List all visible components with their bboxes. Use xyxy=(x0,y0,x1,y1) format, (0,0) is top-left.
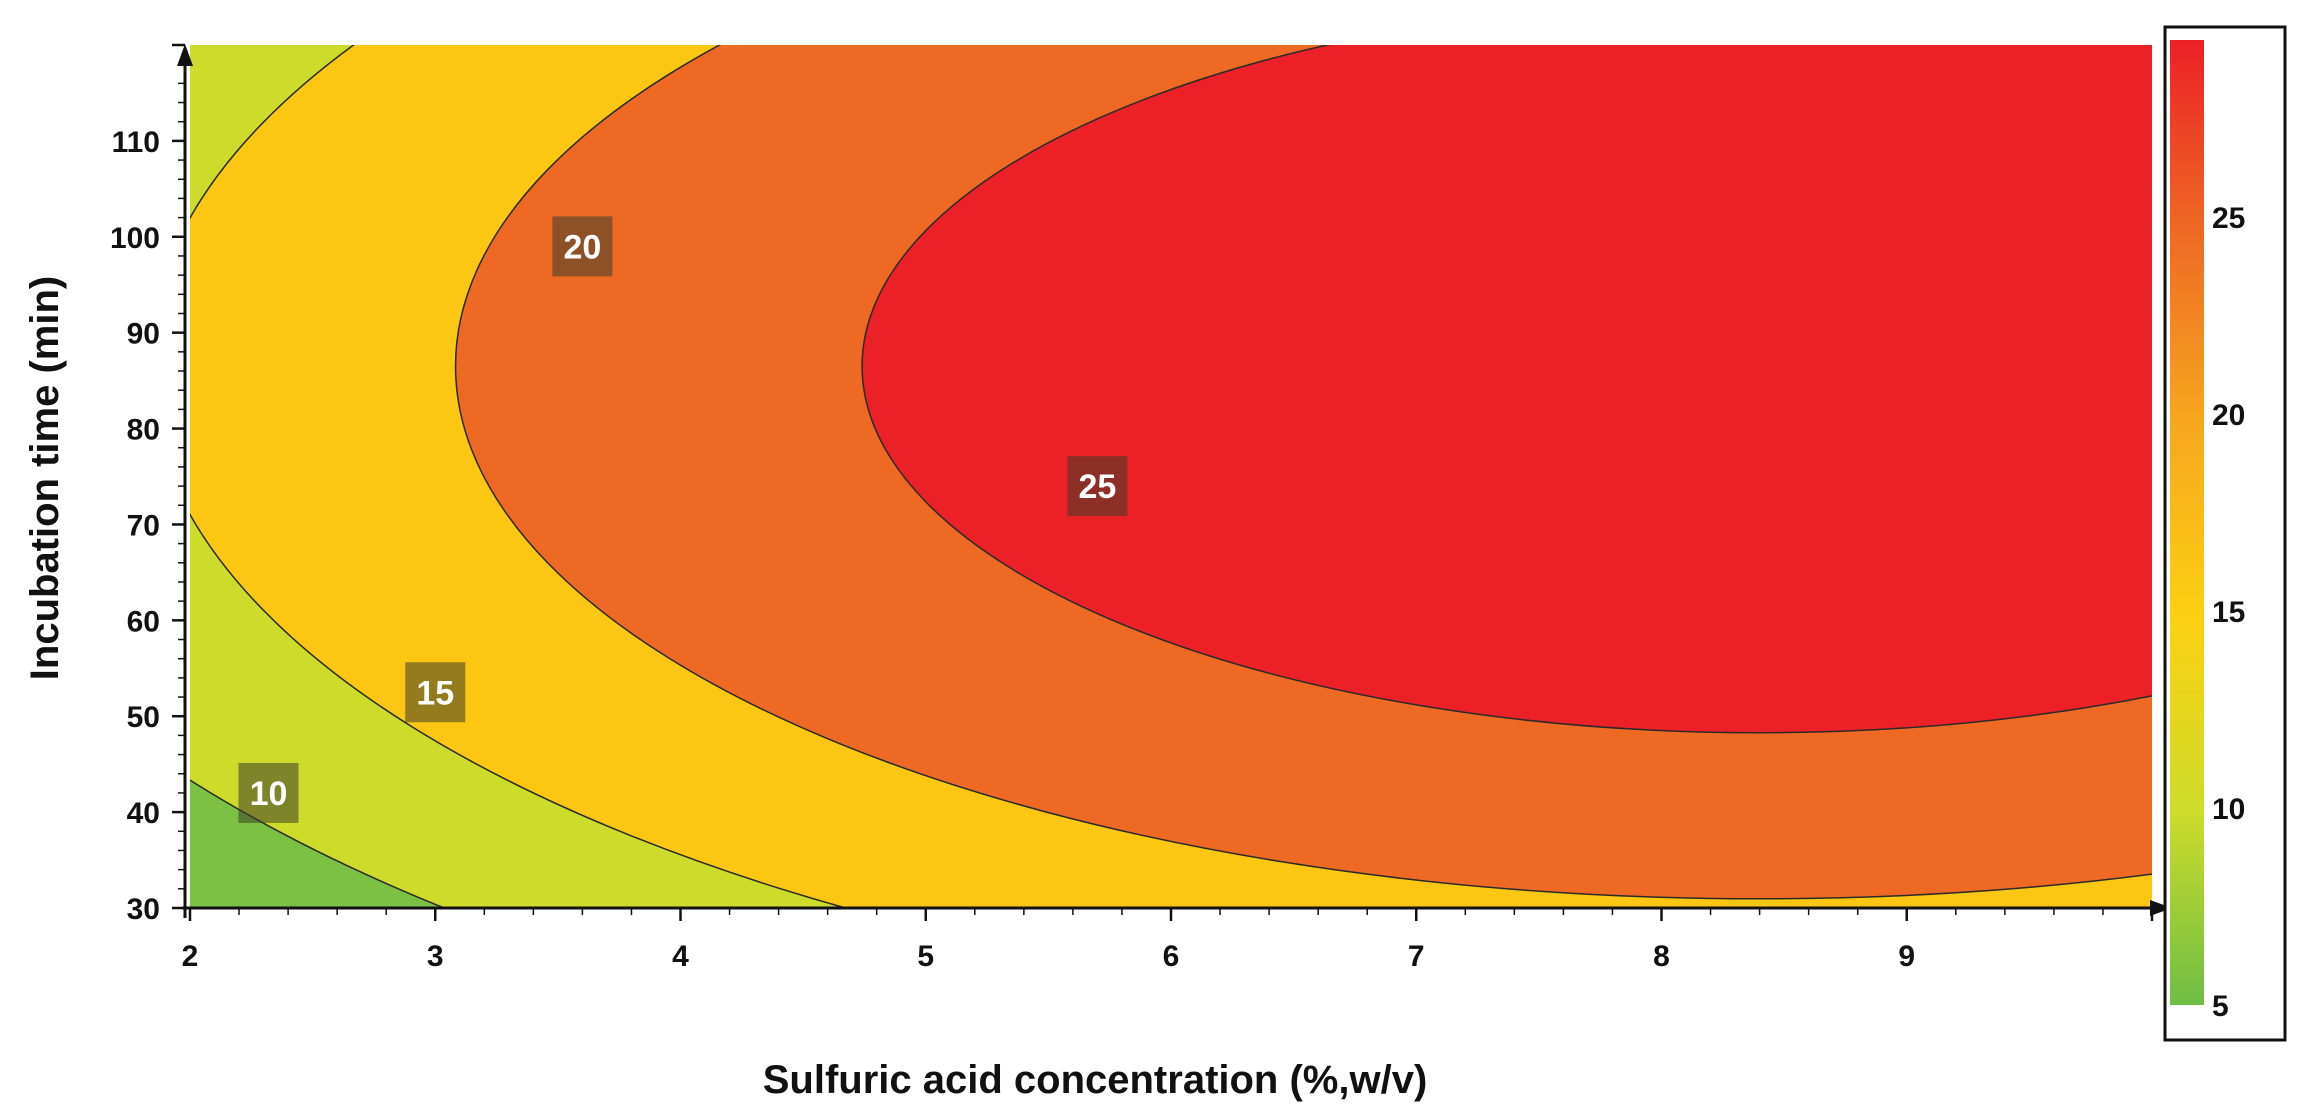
x-tick-label: 9 xyxy=(1898,940,1915,973)
x-tick-label: 5 xyxy=(917,940,934,973)
colorbar-tick-label: 20 xyxy=(2212,399,2245,432)
x-tick-label: 2 xyxy=(182,940,199,973)
y-tick-label: 40 xyxy=(127,797,160,830)
y-tick-label: 70 xyxy=(127,509,160,542)
x-axis-title: Sulfuric acid concentration (%,w/v) xyxy=(763,1058,1428,1102)
colorbar-ticks: 5 10 15 20 25 xyxy=(2212,202,2245,1023)
x-tick-label: 4 xyxy=(672,940,689,973)
contour-region-above-25 xyxy=(861,45,2152,734)
y-tick-label: 60 xyxy=(127,605,160,638)
y-ticks: 30 40 50 60 70 80 90 100 110 xyxy=(110,43,185,926)
x-tick-label: 6 xyxy=(1163,940,1180,973)
svg-text:10: 10 xyxy=(250,775,288,813)
x-tick-label: 3 xyxy=(427,940,444,973)
y-tick-label: 100 xyxy=(110,222,160,255)
y-axis-arrow-icon xyxy=(177,44,193,66)
x-ticks: 2 3 4 5 6 7 8 9 xyxy=(182,908,2154,973)
colorbar-gradient xyxy=(2170,40,2204,1005)
y-tick-label: 90 xyxy=(127,318,160,351)
x-tick-label: 7 xyxy=(1408,940,1425,973)
y-tick-label: 110 xyxy=(112,126,160,159)
svg-text:15: 15 xyxy=(416,674,454,712)
contour-label: 10 xyxy=(238,762,299,823)
svg-text:20: 20 xyxy=(563,228,601,266)
x-axis-arrow-icon xyxy=(2150,900,2172,916)
svg-text:25: 25 xyxy=(1079,468,1117,506)
axes: 2 3 4 5 6 7 8 9 30 40 50 60 70 80 90 100 110 xyxy=(110,43,2172,973)
colorbar-tick-label: 5 xyxy=(2212,990,2229,1023)
colorbar-tick-label: 10 xyxy=(2212,793,2245,826)
colorbar-tick-label: 25 xyxy=(2212,202,2245,235)
colorbar-tick-label: 15 xyxy=(2212,596,2245,629)
y-tick-label: 30 xyxy=(127,893,160,926)
contour-label: 20 xyxy=(552,216,613,277)
y-tick-label: 80 xyxy=(127,414,160,447)
contour-labels: 10 15 20 25 xyxy=(238,216,1128,823)
contour-label: 25 xyxy=(1067,456,1128,517)
x-tick-label: 8 xyxy=(1653,940,1670,973)
y-axis-title: Incubation time (min) xyxy=(23,276,67,680)
colorbar: 5 10 15 20 25 xyxy=(2163,25,2287,1042)
y-tick-label: 50 xyxy=(127,701,160,734)
contour-label: 15 xyxy=(405,662,466,723)
